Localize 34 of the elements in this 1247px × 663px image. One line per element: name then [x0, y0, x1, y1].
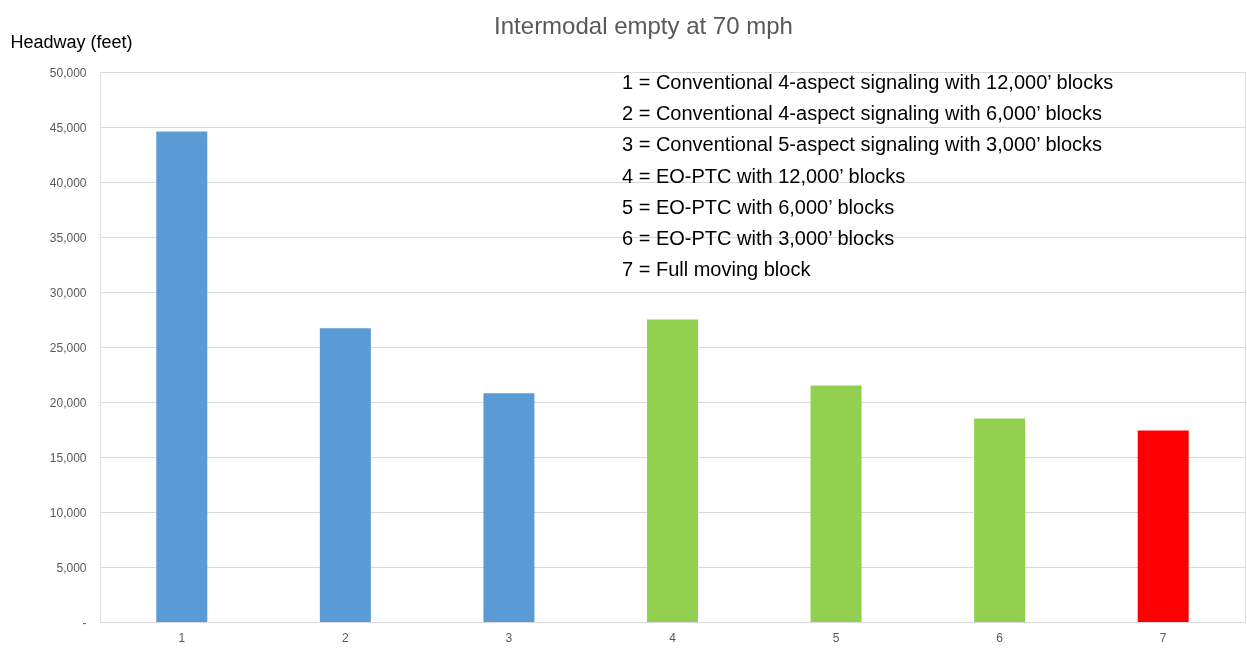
- y-tick-label: 10,000: [49, 505, 87, 520]
- bar: [483, 393, 535, 622]
- annotation: 2 = Conventional 4-aspect signaling with 6,000’ blocks: [622, 102, 1103, 125]
- x-tick-label: 7: [1159, 630, 1167, 645]
- y-tick-label: 40,000: [49, 175, 87, 190]
- annotation: 4 = EO-PTC with 12,000’ blocks: [622, 164, 906, 187]
- bar: [156, 131, 208, 622]
- y-tick-label: 15,000: [49, 450, 87, 465]
- bar: [647, 319, 698, 622]
- x-tick-label: 5: [832, 630, 840, 645]
- bar: [1137, 430, 1189, 622]
- chart-title: Intermodal empty at 70 mph: [494, 12, 793, 39]
- y-tick-label: 5,000: [56, 560, 87, 575]
- y-tick-label: 50,000: [49, 65, 87, 80]
- annotation: 7 = Full moving block: [622, 258, 812, 281]
- x-tick-label: 3: [505, 630, 513, 645]
- y-tick-label: 30,000: [49, 285, 87, 300]
- y-tick-label: -: [82, 615, 87, 630]
- bar: [974, 418, 1026, 622]
- y-axis-title: Headway (feet): [10, 31, 133, 52]
- x-tick-label: 2: [342, 630, 350, 645]
- y-tick-label: 35,000: [49, 230, 87, 245]
- bar: [319, 328, 371, 622]
- annotation: 5 = EO-PTC with 6,000’ blocks: [622, 195, 895, 218]
- x-tick-label: 1: [178, 630, 186, 645]
- y-tick-label: 45,000: [49, 120, 87, 135]
- bar: [810, 385, 862, 622]
- x-tick-label: 6: [996, 630, 1004, 645]
- x-tick-label: 4: [669, 630, 677, 645]
- annotation: 3 = Conventional 5-aspect signaling with 3,000’ blocks: [622, 133, 1103, 156]
- y-tick-label: 25,000: [49, 340, 87, 355]
- annotation: 1 = Conventional 4-aspect signaling with 12,000’ blocks: [622, 71, 1114, 93]
- annotation: 6 = EO-PTC with 3,000’ blocks: [622, 227, 895, 249]
- y-tick-label: 20,000: [49, 395, 87, 410]
